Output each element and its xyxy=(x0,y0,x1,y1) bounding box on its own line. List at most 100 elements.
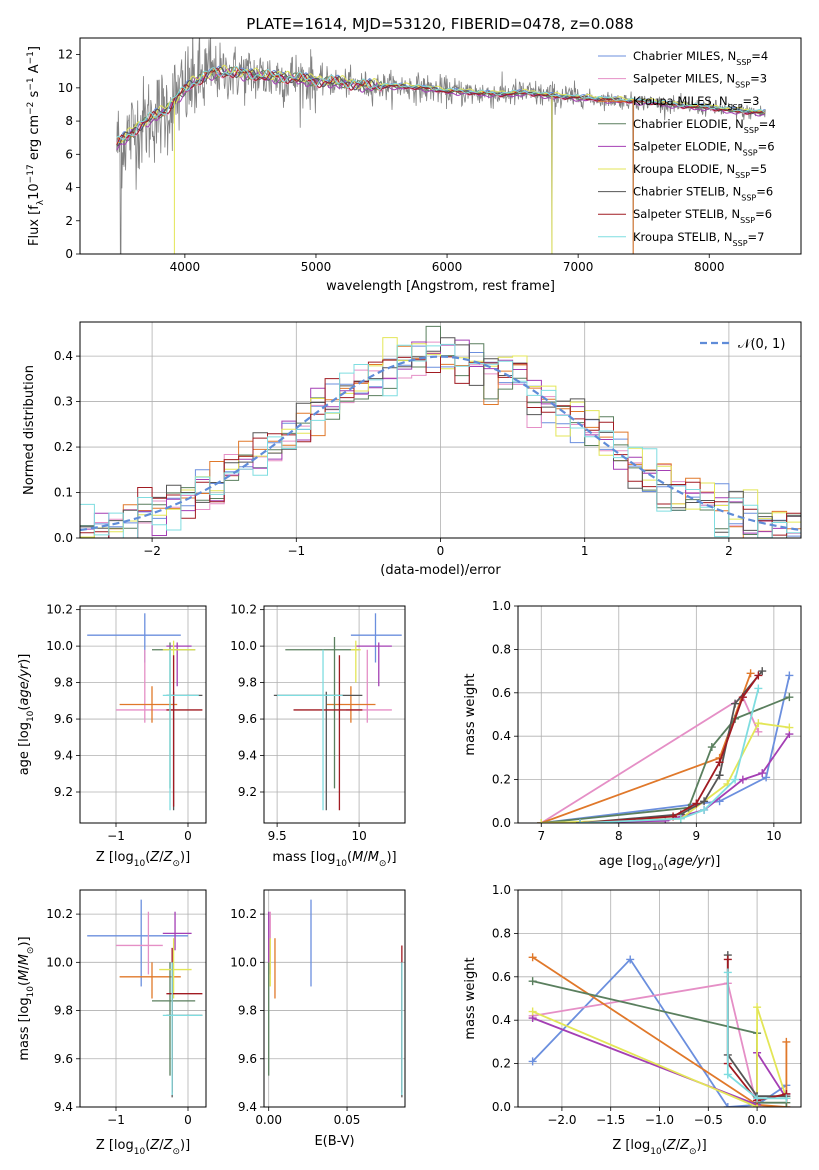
x-axis-label: wavelength [Angstrom, rest frame] xyxy=(326,279,555,294)
x-tick-label: 0.0 xyxy=(748,1113,767,1127)
mass-weight-line xyxy=(579,670,763,823)
mass-weight-marker xyxy=(785,723,794,732)
x-tick-label: −2.0 xyxy=(547,1113,576,1127)
mass-weight-marker xyxy=(528,1057,537,1066)
axes-frame xyxy=(79,889,207,1108)
mass-weight-marker xyxy=(723,968,732,977)
x-tick-label: 0.00 xyxy=(255,1113,282,1127)
y-tick-label: 10.2 xyxy=(46,907,73,921)
mass-weight-marker xyxy=(537,819,546,823)
y-axis-label: mass [log10(M/M⊙)] xyxy=(17,936,36,1060)
x-axis-label: E(B-V) xyxy=(314,1134,354,1149)
axes-frame xyxy=(79,37,802,255)
residuals-legend: 𝒩(0, 1) xyxy=(700,337,785,352)
y-tick-label: 1.0 xyxy=(492,883,511,897)
x-tick-label: 0.05 xyxy=(334,1113,361,1127)
spectrum-legend: Chabrier MILES, NSSP=4 Salpeter MILES, NS… xyxy=(598,49,776,247)
x-tick-label: −1.5 xyxy=(596,1113,625,1127)
y-tick-label: 0.1 xyxy=(54,486,73,500)
mass-weight-marker xyxy=(754,727,763,736)
y-tick-label: 0.0 xyxy=(54,531,73,545)
y-tick-label: 0.4 xyxy=(492,1013,511,1027)
y-tick-label: 0.0 xyxy=(492,816,511,830)
mass-weight-marker xyxy=(782,1094,791,1103)
mass-weight-line xyxy=(532,1006,788,1107)
residual-histogram xyxy=(80,343,801,538)
y-tick-label: 0.8 xyxy=(492,642,511,656)
legend-entry: Kroupa MILES, NSSP=3 xyxy=(633,94,759,112)
panel-mass_weight_vs_Z xyxy=(518,889,801,1108)
mass-weight-line xyxy=(579,688,760,823)
panel-age_vs_Z xyxy=(80,606,206,823)
mass-weight-line xyxy=(726,972,787,1100)
axes-age_vs_Z: −1 0 9.2 9.4 9.6 9.8 10.0 10.2 Z [log10(Z/Z⊙)] ag… xyxy=(17,603,207,869)
y-tick-label: 9.4 xyxy=(54,749,73,763)
plot-area-spectrum xyxy=(116,38,766,254)
spectrum-data-line xyxy=(116,38,766,254)
x-axis-label: Z [log10(Z/Z⊙)] xyxy=(96,1138,190,1157)
y-tick-label: 0.3 xyxy=(54,395,73,409)
y-tick-label: 10.2 xyxy=(230,907,257,921)
x-tick-label: 8 xyxy=(615,829,623,843)
x-tick-label: 0 xyxy=(437,544,445,558)
x-tick-label: 9 xyxy=(693,829,701,843)
y-tick-label: 9.8 xyxy=(238,1004,257,1018)
x-axis-label: mass [log10(M/M⊙)] xyxy=(272,850,396,869)
axes-frame xyxy=(517,605,802,824)
y-tick-label: 9.6 xyxy=(54,1052,73,1066)
x-tick-label: 4000 xyxy=(170,260,201,274)
mass-weight-marker xyxy=(700,805,709,814)
y-axis-label: Flux [fλ10−17 erg cm−2 s−1 A−1] xyxy=(26,46,46,246)
mass-weight-marker xyxy=(715,771,724,780)
x-tick-label: 10 xyxy=(351,829,366,843)
y-tick-label: 0.0 xyxy=(492,1100,511,1114)
panel-spectrum xyxy=(116,38,766,254)
axes-frame xyxy=(79,605,207,824)
mass-weight-line xyxy=(579,674,760,823)
mass-weight-marker xyxy=(785,693,794,702)
legend-entry: Chabrier ELODIE, NSSP=4 xyxy=(633,117,776,135)
mass-weight-marker xyxy=(754,684,763,693)
y-tick-label: 10.0 xyxy=(46,639,73,653)
x-tick-label: −1 xyxy=(107,829,125,843)
y-tick-label: 10.0 xyxy=(230,639,257,653)
x-axis-label: age [log10(age/yr)] xyxy=(599,854,721,873)
mass-weight-marker xyxy=(753,1003,762,1012)
axes-mass_vs_ebv: 0.00 0.05 9.4 9.6 9.8 10.0 10.2 E(B-V) xyxy=(230,889,406,1149)
y-tick-label: 10.2 xyxy=(230,603,257,617)
y-tick-label: 4 xyxy=(65,181,73,195)
mass-weight-marker xyxy=(738,693,747,702)
mass-weight-marker xyxy=(753,1094,762,1103)
mass-weight-marker xyxy=(785,671,794,680)
y-tick-label: 0.6 xyxy=(492,970,511,984)
plot-area-mass_weight_vs_Z xyxy=(528,951,791,1107)
y-tick-label: 9.8 xyxy=(54,1004,73,1018)
y-axis-label: age [log10(age/yr)] xyxy=(17,654,36,776)
mass-weight-marker xyxy=(782,1037,791,1046)
legend-entry: Salpeter MILES, NSSP=3 xyxy=(633,72,767,90)
mass-weight-marker xyxy=(723,1070,732,1079)
plot-area-mass_weight_vs_age xyxy=(537,667,794,823)
legend-entry: Chabrier STELIB, NSSP=6 xyxy=(633,185,773,203)
axes-mass_weight_vs_Z: −2.0 −1.5 −1.0 −0.5 0.0 0.0 0.2 0.4 0.6 0.8 1.0 Z [… xyxy=(463,883,802,1157)
y-tick-label: 0.6 xyxy=(492,686,511,700)
spectrum-model-line xyxy=(116,64,765,144)
plot-area-mass_vs_Z xyxy=(87,899,203,1098)
mass-weight-line xyxy=(532,956,788,1107)
mass-weight-line xyxy=(541,675,791,823)
mass-weight-marker xyxy=(731,699,740,708)
axes-age_vs_mass: 9.5 10 9.2 9.4 9.6 9.8 10.0 10.2 mass [log10(M/M… xyxy=(230,603,406,869)
y-tick-label: 2 xyxy=(65,214,73,228)
y-tick-label: 8 xyxy=(65,114,73,128)
x-tick-label: −1 xyxy=(107,1113,125,1127)
x-tick-label: 0 xyxy=(184,1113,192,1127)
legend-entry: Salpeter ELODIE, NSSP=6 xyxy=(633,139,775,157)
y-tick-label: 10.0 xyxy=(46,955,73,969)
mass-weight-line xyxy=(532,982,787,1107)
y-tick-label: 0.8 xyxy=(492,926,511,940)
y-tick-label: 0.2 xyxy=(54,440,73,454)
mass-weight-marker xyxy=(758,769,767,778)
axes-mass_weight_vs_age: 7 8 9 10 0.0 0.2 0.4 0.6 0.8 1.0 age [log10(age/yr… xyxy=(463,599,802,873)
mass-weight-marker xyxy=(762,773,771,782)
mass-weight-marker xyxy=(528,953,537,962)
